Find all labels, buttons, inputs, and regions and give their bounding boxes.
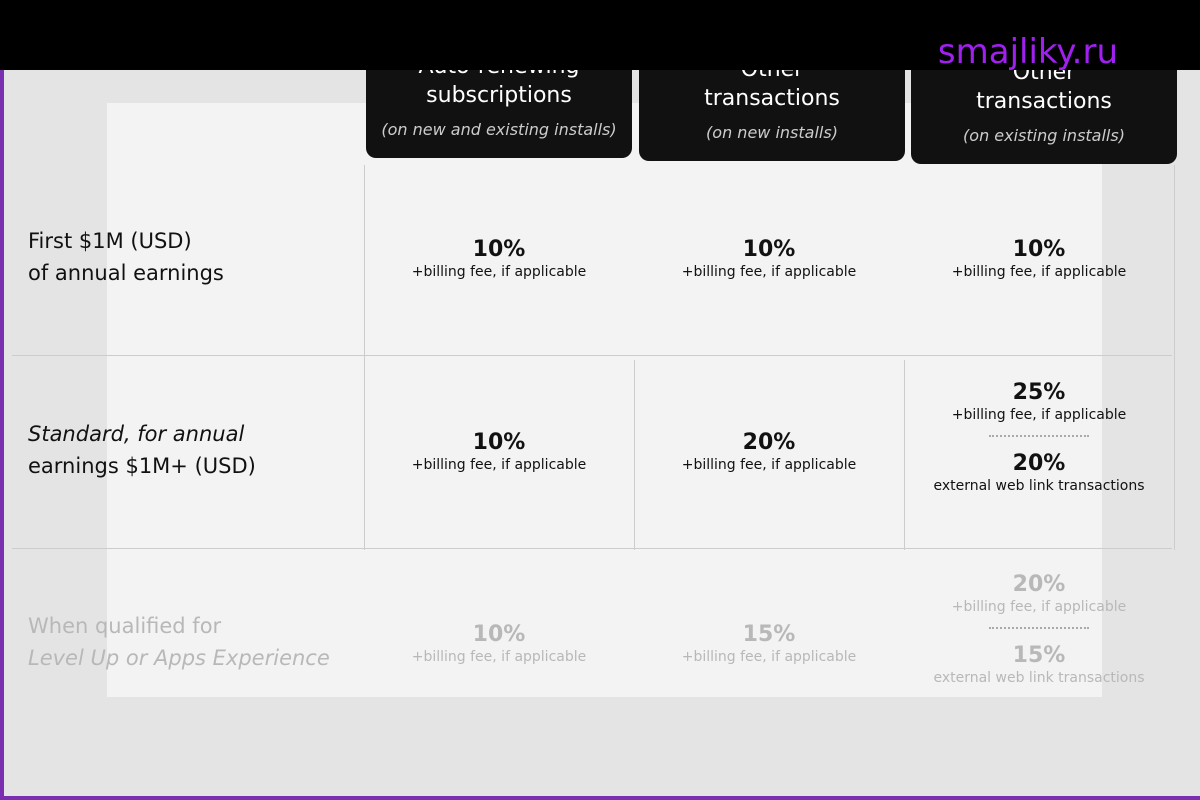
rate-note: +billing fee, if applicable [411,264,587,280]
watermark: smajliky.ru [937,32,1118,72]
rate: 20% [742,430,796,455]
rate: 25% [1012,380,1066,405]
separator [989,435,1089,437]
row-divider [12,548,1172,549]
rate-note: external web link transactions [933,670,1145,686]
rate-note: +billing fee, if applicable [681,457,857,473]
col-divider [904,360,905,550]
rate: 15% [1012,643,1066,668]
column-header: Auto-renewingsubscriptions(on new and ex… [366,30,632,158]
rate-note: external web link transactions [933,478,1145,494]
top-bar [0,0,1200,70]
rate: 20% [1012,451,1066,476]
label-line: earnings $1M+ (USD) [28,454,256,478]
row-divider [12,355,1172,356]
cell: 10% +billing fee, if applicable [364,622,634,665]
col-divider [634,360,635,550]
rate: 10% [742,237,796,262]
row-label: When qualified for Level Up or Apps Exper… [28,610,330,674]
col-divider [364,165,365,550]
label-line: When qualified for [28,614,222,638]
cell: 20% +billing fee, if applicable [634,430,904,473]
column-note: (on existing installs) [963,126,1125,145]
rate: 20% [1012,572,1066,597]
overlay [107,103,1102,697]
column-note: (on new and existing installs) [381,120,617,139]
cell: 15% +billing fee, if applicable [634,622,904,665]
rate-note: +billing fee, if applicable [951,599,1127,615]
separator [989,627,1089,629]
rate-note: +billing fee, if applicable [681,264,857,280]
rate: 15% [742,622,796,647]
label-line: Level Up or Apps Experience [28,646,330,670]
title-line: transactions [976,89,1112,114]
cell: 10% +billing fee, if applicable [904,237,1174,280]
col-divider [1174,165,1175,550]
cell: 10% +billing fee, if applicable [364,430,634,473]
rate: 10% [472,622,526,647]
column-note: (on new installs) [706,123,838,142]
rate: 10% [472,237,526,262]
label-line: of annual earnings [28,261,224,285]
rate: 10% [472,430,526,455]
rate-note: +billing fee, if applicable [411,457,587,473]
rate-note: +billing fee, if applicable [411,649,587,665]
title-line: subscriptions [426,83,572,108]
cell: 20% +billing fee, if applicable 15% externa… [904,572,1174,686]
title-line: transactions [704,86,840,111]
label-line: First $1M (USD) [28,229,192,253]
rate-note: +billing fee, if applicable [681,649,857,665]
cell: 10% +billing fee, if applicable [634,237,904,280]
rate-note: +billing fee, if applicable [951,264,1127,280]
cell: 25% +billing fee, if applicable 20% externa… [904,380,1174,494]
label-line: Standard, for annual [28,422,245,446]
rate-note: +billing fee, if applicable [951,407,1127,423]
cell: 10% +billing fee, if applicable [364,237,634,280]
rate: 10% [1012,237,1066,262]
row-label: Standard, for annual earnings $1M+ (USD) [28,418,256,482]
row-label: First $1M (USD) of annual earnings [28,225,224,289]
